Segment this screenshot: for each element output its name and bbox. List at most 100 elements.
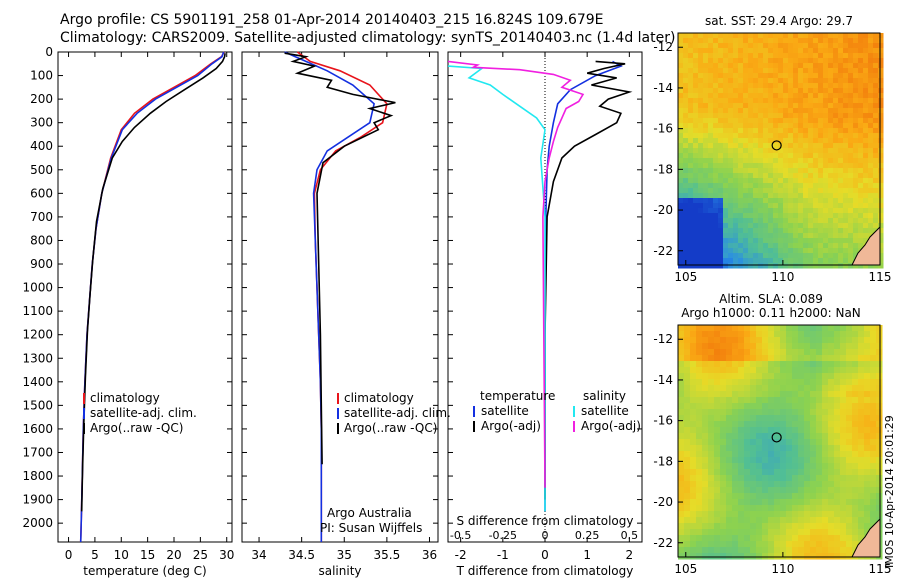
sla-map-pixel bbox=[744, 445, 751, 452]
sst-map-pixel bbox=[798, 68, 804, 74]
sst-map-pixel bbox=[678, 243, 684, 249]
differences-series-salinity-argo-adj- bbox=[447, 60, 585, 488]
sla-map-pixel bbox=[810, 343, 817, 350]
temperature-ytick-label: 700 bbox=[30, 210, 53, 224]
sst-map-pixel bbox=[808, 158, 814, 164]
sla-map-pixel bbox=[684, 439, 691, 446]
sla-map-pixel bbox=[792, 481, 799, 488]
sst-map-pixel bbox=[768, 188, 774, 194]
sla-map-pixel bbox=[810, 445, 817, 452]
sla-map-pixel bbox=[756, 373, 763, 380]
sst-map-pixel bbox=[848, 38, 854, 44]
sst-map-pixel bbox=[798, 78, 804, 84]
sst-map-pixel bbox=[723, 63, 729, 69]
sst-map-pixel bbox=[713, 58, 719, 64]
sst-map-pixel bbox=[773, 153, 779, 159]
sst-map-pixel bbox=[813, 168, 819, 174]
sst-map-pixel bbox=[748, 248, 754, 254]
sst-map-pixel bbox=[773, 58, 779, 64]
sst-map-pixel bbox=[798, 233, 804, 239]
sst-map-pixel bbox=[743, 253, 749, 259]
sst-map-pixel bbox=[788, 263, 794, 269]
sst-map-pixel bbox=[788, 48, 794, 54]
sst-map-pixel bbox=[783, 158, 789, 164]
sst-map-pixel bbox=[723, 48, 729, 54]
sla-map-pixel bbox=[696, 505, 703, 512]
sla-map-pixel bbox=[858, 379, 865, 386]
sst-map-pixel bbox=[813, 248, 819, 254]
sst-map-pixel bbox=[818, 93, 824, 99]
sst-map-pixel bbox=[818, 208, 824, 214]
sla-map-pixel bbox=[762, 379, 769, 386]
sla-map-ytick-label: -18 bbox=[653, 454, 673, 468]
sla-map-pixel bbox=[852, 385, 859, 392]
sst-map-pixel bbox=[793, 253, 799, 259]
sst-map-pixel bbox=[833, 238, 839, 244]
sst-map-pixel bbox=[843, 203, 849, 209]
sla-map-pixel bbox=[876, 463, 883, 470]
sst-map-pixel bbox=[703, 233, 709, 239]
sst-map-pixel bbox=[838, 148, 844, 154]
sst-map-pixel bbox=[678, 263, 684, 269]
sst-map-pixel bbox=[768, 63, 774, 69]
sla-map-pixel bbox=[756, 523, 763, 530]
sla-map-pixel bbox=[798, 493, 805, 500]
sst-map-pixel bbox=[778, 53, 784, 59]
sla-map-pixel bbox=[744, 529, 751, 536]
sst-map-pixel bbox=[788, 78, 794, 84]
sla-map-pixel bbox=[768, 397, 775, 404]
sst-map-pixel bbox=[788, 88, 794, 94]
sst-map-pixel bbox=[853, 68, 859, 74]
sst-map-pixel bbox=[788, 253, 794, 259]
sla-map-pixel bbox=[798, 547, 805, 554]
sst-map-pixel bbox=[818, 123, 824, 129]
sst-map-pixel bbox=[793, 103, 799, 109]
sst-map-pixel bbox=[678, 68, 684, 74]
temperature-legend-label: Argo(..raw -QC) bbox=[90, 421, 183, 435]
sla-map-pixel bbox=[810, 355, 817, 362]
sla-map-pixel bbox=[840, 535, 847, 542]
sst-map-pixel bbox=[833, 138, 839, 144]
sst-map-pixel bbox=[853, 113, 859, 119]
sst-map-pixel bbox=[878, 233, 884, 239]
sla-map-pixel bbox=[846, 403, 853, 410]
sla-map-pixel bbox=[876, 409, 883, 416]
sst-map-pixel bbox=[778, 113, 784, 119]
sst-map-pixel bbox=[838, 63, 844, 69]
sst-map-pixel bbox=[708, 153, 714, 159]
sst-map-pixel bbox=[708, 248, 714, 254]
sla-map-pixel bbox=[720, 367, 727, 374]
sla-map-pixel bbox=[768, 547, 775, 554]
sst-map-pixel bbox=[733, 248, 739, 254]
sst-map-pixel bbox=[863, 143, 869, 149]
sla-map-pixel bbox=[852, 397, 859, 404]
sla-map-pixel bbox=[756, 349, 763, 356]
sla-map-pixel bbox=[870, 475, 877, 482]
sla-map-pixel bbox=[768, 337, 775, 344]
sst-map-pixel bbox=[818, 58, 824, 64]
sst-map-pixel bbox=[818, 148, 824, 154]
sla-map-pixel bbox=[840, 349, 847, 356]
sst-map-pixel bbox=[838, 138, 844, 144]
sla-map-pixel bbox=[876, 385, 883, 392]
sst-map-pixel bbox=[708, 223, 714, 229]
sla-map-pixel bbox=[726, 493, 733, 500]
sla-map-pixel bbox=[846, 457, 853, 464]
sla-map-pixel bbox=[834, 325, 841, 332]
sst-map-pixel bbox=[803, 198, 809, 204]
sst-map-pixel bbox=[783, 213, 789, 219]
sst-map-pixel bbox=[763, 238, 769, 244]
sst-map-pixel bbox=[758, 103, 764, 109]
sla-map-pixel bbox=[714, 415, 721, 422]
sst-map-pixel bbox=[723, 223, 729, 229]
sst-map-pixel bbox=[848, 168, 854, 174]
sla-map-pixel bbox=[702, 463, 709, 470]
sst-map-pixel bbox=[823, 218, 829, 224]
sst-map-pixel bbox=[768, 263, 774, 269]
sla-map-pixel bbox=[678, 355, 685, 362]
sst-map-pixel bbox=[753, 148, 759, 154]
sst-map-pixel bbox=[688, 63, 694, 69]
sst-map-pixel bbox=[783, 148, 789, 154]
sst-map-pixel bbox=[763, 83, 769, 89]
sla-map-pixel bbox=[846, 481, 853, 488]
